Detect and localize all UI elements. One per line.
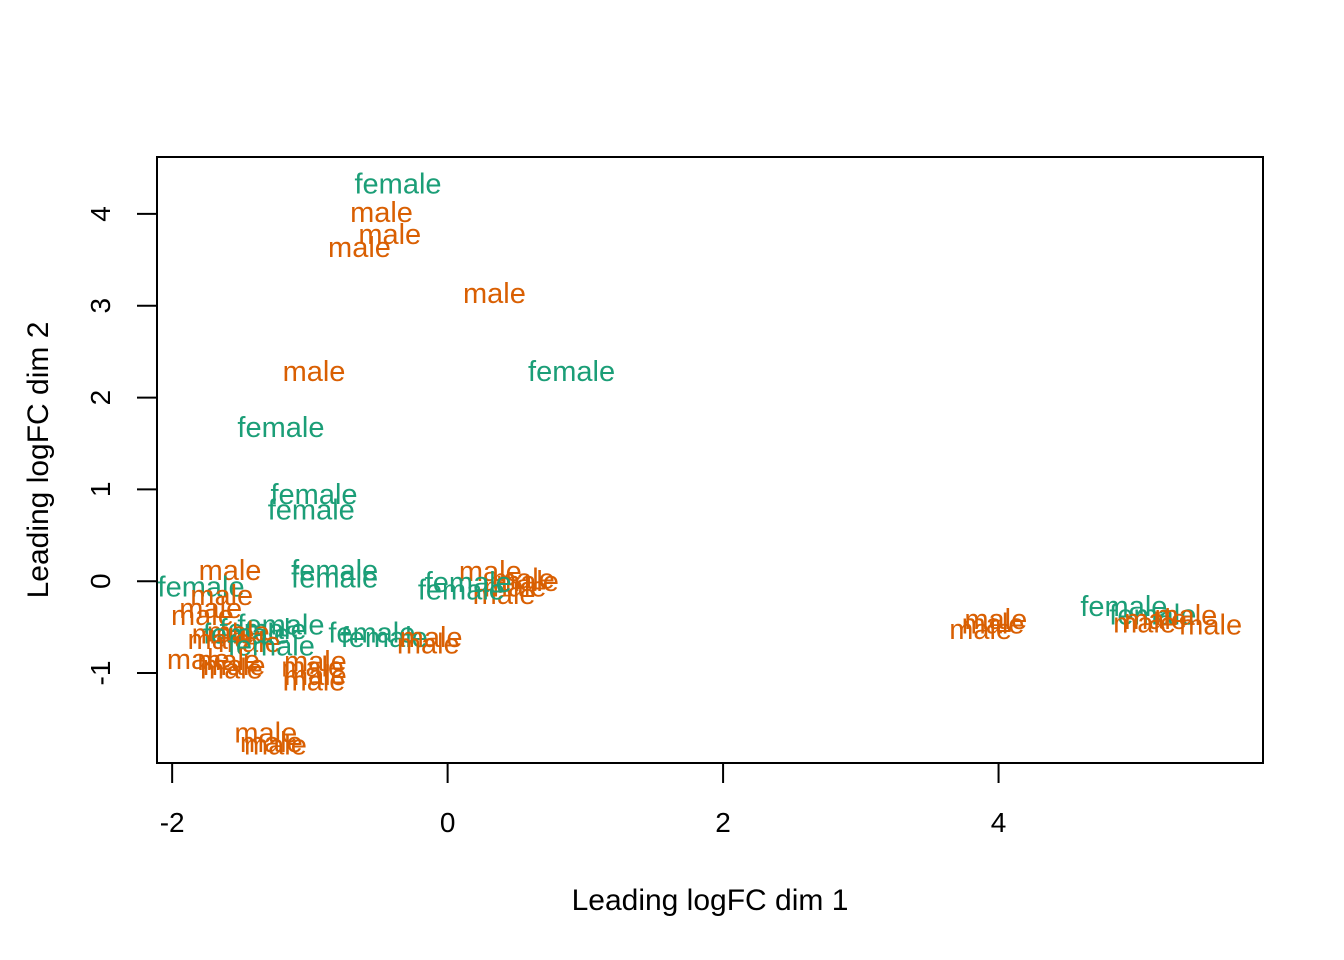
point-label-male: male: [171, 600, 234, 632]
point-label-male: male: [949, 614, 1012, 646]
y-axis-title: Leading logFC dim 2: [22, 322, 55, 599]
point-label-female: female: [425, 567, 512, 599]
y-tick-label: 0: [85, 573, 116, 589]
point-label-male: male: [167, 644, 230, 676]
y-tick-label: 3: [85, 298, 116, 314]
point-label-male: male: [244, 730, 307, 762]
point-label-male: male: [484, 572, 547, 604]
point-label-male: male: [358, 219, 421, 251]
point-label-male: male: [962, 608, 1025, 640]
point-label-male: male: [192, 619, 255, 651]
point-label-female: female: [1109, 599, 1196, 631]
point-label-male: male: [350, 197, 413, 229]
point-label-male: male: [240, 727, 303, 759]
point-label-male: male: [179, 593, 242, 625]
y-tick-label: 4: [85, 206, 116, 222]
point-label-female: female: [270, 479, 357, 511]
x-axis: -2 0 2 4: [160, 762, 1007, 838]
point-label-male: male: [234, 718, 297, 750]
point-label-male: male: [473, 579, 536, 611]
point-label-male: male: [203, 650, 266, 682]
point-label-male: male: [463, 278, 526, 310]
point-label-male: male: [1154, 600, 1217, 632]
point-label-female: female: [341, 622, 428, 654]
point-label-female: female: [328, 618, 415, 650]
point-label-male: male: [496, 566, 559, 598]
point-label-male: male: [492, 563, 555, 595]
point-label-male: male: [283, 356, 346, 388]
point-label-male: male: [284, 660, 347, 692]
point-label-female: female: [158, 572, 245, 604]
point-label-female: female: [228, 630, 315, 662]
point-label-male: male: [397, 629, 460, 661]
point-label-male: male: [188, 624, 251, 656]
point-label-male: male: [283, 665, 346, 697]
x-tick-label: 2: [715, 807, 731, 838]
point-label-male: male: [284, 646, 347, 678]
point-label-male: male: [190, 580, 253, 612]
point-label-female: female: [237, 412, 324, 444]
point-label-female: female: [418, 574, 505, 606]
x-tick-label: 0: [440, 807, 456, 838]
point-label-female: female: [268, 495, 355, 527]
point-label-male: male: [400, 622, 463, 654]
point-label-male: male: [200, 653, 263, 685]
point-label-female: female: [291, 555, 378, 587]
point-label-male: male: [1179, 609, 1242, 641]
point-label-female: female: [220, 614, 307, 646]
point-label-female: female: [203, 619, 290, 651]
point-label-female: female: [528, 356, 615, 388]
point-label-female: female: [291, 563, 378, 595]
x-tick-label: -2: [160, 807, 185, 838]
point-label-male: male: [459, 556, 522, 588]
point-label-male: male: [964, 604, 1027, 636]
point-label-male: male: [207, 617, 270, 649]
point-label-male: male: [197, 645, 260, 677]
x-tick-label: 4: [991, 807, 1007, 838]
point-label-male: male: [1124, 604, 1187, 636]
y-tick-label: 1: [85, 482, 116, 498]
point-label-male: male: [328, 232, 391, 264]
x-axis-title: Leading logFC dim 1: [572, 884, 849, 917]
point-label-male: male: [199, 555, 262, 587]
y-axis: -1 0 1 2 3 4: [85, 206, 158, 686]
point-label-male: male: [218, 627, 281, 659]
point-label-female: female: [355, 169, 442, 201]
y-tick-label: 2: [85, 390, 116, 406]
point-label-male: male: [281, 652, 344, 684]
point-label-female: female: [1080, 591, 1167, 623]
y-tick-label: -1: [85, 661, 116, 686]
point-label-female: female: [237, 609, 324, 641]
point-label-male: male: [1113, 608, 1176, 640]
